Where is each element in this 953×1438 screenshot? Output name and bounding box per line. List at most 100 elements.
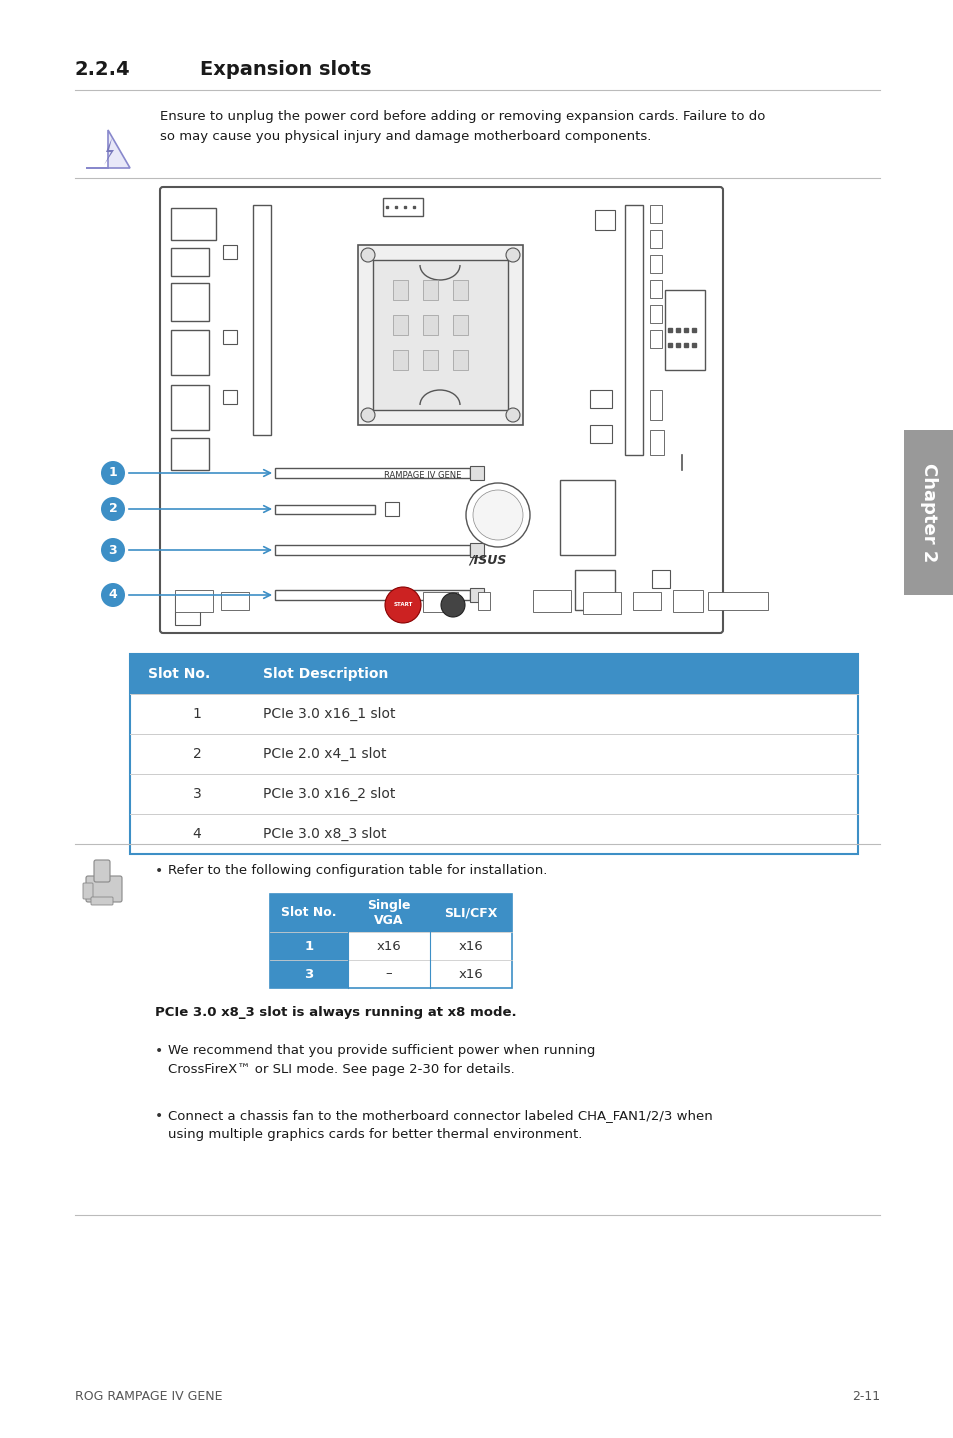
Text: 4: 4 — [193, 827, 201, 841]
FancyBboxPatch shape — [589, 426, 612, 443]
Text: RAMPAGE IV GENE: RAMPAGE IV GENE — [384, 470, 461, 479]
Circle shape — [385, 587, 420, 623]
FancyBboxPatch shape — [672, 590, 702, 613]
FancyBboxPatch shape — [664, 290, 704, 370]
Polygon shape — [104, 138, 113, 165]
FancyBboxPatch shape — [130, 774, 857, 814]
FancyBboxPatch shape — [221, 592, 249, 610]
Text: Connect a chassis fan to the motherboard connector labeled CHA_FAN1/2/3 when
usi: Connect a chassis fan to the motherboard… — [168, 1109, 712, 1140]
FancyBboxPatch shape — [174, 595, 200, 626]
FancyBboxPatch shape — [477, 592, 490, 610]
Text: PCIe 3.0 x8_3 slot: PCIe 3.0 x8_3 slot — [263, 827, 386, 841]
FancyBboxPatch shape — [649, 206, 661, 223]
FancyBboxPatch shape — [274, 545, 470, 555]
FancyBboxPatch shape — [171, 283, 209, 321]
Circle shape — [101, 538, 125, 562]
FancyBboxPatch shape — [393, 349, 408, 370]
Text: Slot No.: Slot No. — [148, 667, 210, 682]
FancyBboxPatch shape — [470, 466, 483, 480]
Text: PCIe 3.0 x8_3 slot is always running at x8 mode.: PCIe 3.0 x8_3 slot is always running at … — [154, 1007, 517, 1020]
Text: •: • — [154, 864, 163, 879]
FancyBboxPatch shape — [649, 329, 661, 348]
Text: PCIe 2.0 x4_1 slot: PCIe 2.0 x4_1 slot — [263, 746, 386, 761]
Circle shape — [465, 483, 530, 546]
FancyBboxPatch shape — [348, 961, 430, 988]
Text: Refer to the following configuration table for installation.: Refer to the following configuration tab… — [168, 864, 547, 877]
FancyBboxPatch shape — [533, 590, 571, 613]
FancyBboxPatch shape — [223, 390, 236, 404]
FancyBboxPatch shape — [274, 505, 375, 513]
Text: •: • — [154, 1109, 163, 1123]
Text: START: START — [393, 603, 413, 607]
FancyBboxPatch shape — [171, 209, 215, 240]
FancyBboxPatch shape — [171, 439, 209, 470]
Text: 1: 1 — [193, 707, 201, 720]
FancyBboxPatch shape — [174, 590, 213, 613]
FancyBboxPatch shape — [86, 876, 122, 902]
FancyBboxPatch shape — [575, 569, 615, 610]
FancyBboxPatch shape — [422, 315, 437, 335]
FancyBboxPatch shape — [649, 255, 661, 273]
FancyBboxPatch shape — [470, 588, 483, 603]
Text: Chapter 2: Chapter 2 — [919, 463, 937, 562]
FancyBboxPatch shape — [649, 280, 661, 298]
Text: Ensure to unplug the power cord before adding or removing expansion cards. Failu: Ensure to unplug the power cord before a… — [160, 109, 764, 142]
Circle shape — [360, 247, 375, 262]
FancyBboxPatch shape — [453, 349, 468, 370]
Text: •: • — [154, 1044, 163, 1058]
FancyBboxPatch shape — [160, 187, 722, 633]
Text: We recommend that you provide sufficient power when running
CrossFireX™ or SLI m: We recommend that you provide sufficient… — [168, 1044, 595, 1076]
FancyBboxPatch shape — [171, 329, 209, 375]
FancyBboxPatch shape — [430, 961, 512, 988]
Text: Single
VGA: Single VGA — [367, 899, 411, 928]
FancyBboxPatch shape — [94, 860, 110, 881]
FancyBboxPatch shape — [270, 961, 348, 988]
Text: 2: 2 — [193, 746, 201, 761]
Text: Slot Description: Slot Description — [263, 667, 388, 682]
FancyBboxPatch shape — [348, 932, 430, 961]
FancyBboxPatch shape — [171, 247, 209, 276]
FancyBboxPatch shape — [130, 733, 857, 774]
FancyBboxPatch shape — [270, 932, 348, 961]
Text: ROG RAMPAGE IV GENE: ROG RAMPAGE IV GENE — [75, 1391, 222, 1403]
FancyBboxPatch shape — [223, 244, 236, 259]
Circle shape — [505, 247, 519, 262]
FancyBboxPatch shape — [559, 480, 615, 555]
FancyBboxPatch shape — [357, 244, 522, 426]
FancyBboxPatch shape — [130, 695, 857, 733]
Text: 2: 2 — [109, 502, 117, 515]
Text: 2-11: 2-11 — [851, 1391, 879, 1403]
Circle shape — [101, 462, 125, 485]
FancyBboxPatch shape — [422, 592, 457, 613]
FancyBboxPatch shape — [382, 198, 422, 216]
Text: x16: x16 — [458, 968, 483, 981]
FancyBboxPatch shape — [649, 430, 663, 454]
FancyBboxPatch shape — [633, 592, 660, 610]
Text: –: – — [385, 968, 392, 981]
FancyBboxPatch shape — [385, 502, 398, 516]
FancyBboxPatch shape — [274, 590, 470, 600]
Text: 3: 3 — [193, 787, 201, 801]
Circle shape — [101, 582, 125, 607]
FancyBboxPatch shape — [130, 814, 857, 854]
FancyBboxPatch shape — [393, 315, 408, 335]
FancyBboxPatch shape — [83, 883, 92, 899]
Polygon shape — [86, 129, 130, 168]
Text: 4: 4 — [109, 588, 117, 601]
Text: PCIe 3.0 x16_1 slot: PCIe 3.0 x16_1 slot — [263, 707, 395, 720]
Text: SLI/CFX: SLI/CFX — [444, 906, 497, 919]
Circle shape — [360, 408, 375, 421]
FancyBboxPatch shape — [453, 315, 468, 335]
Text: x16: x16 — [376, 939, 401, 952]
Text: /ISUS: /ISUS — [469, 554, 506, 567]
Text: x16: x16 — [458, 939, 483, 952]
FancyBboxPatch shape — [270, 894, 512, 932]
FancyBboxPatch shape — [707, 592, 767, 610]
FancyBboxPatch shape — [393, 280, 408, 301]
Text: 3: 3 — [304, 968, 314, 981]
FancyBboxPatch shape — [373, 260, 507, 410]
FancyBboxPatch shape — [649, 305, 661, 324]
Circle shape — [101, 498, 125, 521]
Text: 2.2.4: 2.2.4 — [75, 60, 131, 79]
Text: 3: 3 — [109, 544, 117, 557]
